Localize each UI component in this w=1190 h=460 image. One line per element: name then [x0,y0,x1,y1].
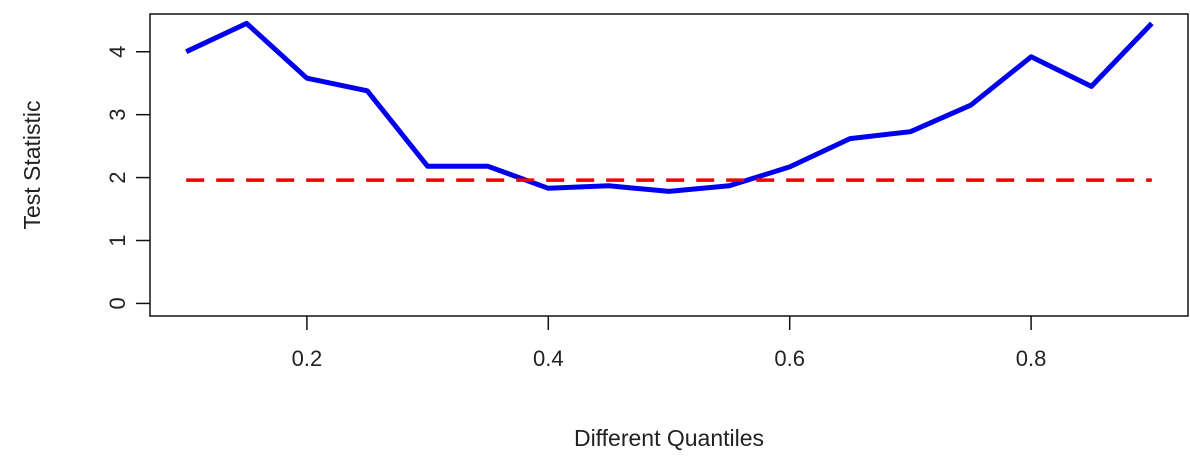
y-axis-label: Test Statistic [19,100,45,229]
x-tick-label: 0.2 [292,346,323,371]
x-tick-label: 0.8 [1016,346,1047,371]
y-tick-label: 4 [105,46,130,58]
x-axis-label: Different Quantiles [574,425,764,451]
x-axis: 0.2 0.4 0.6 0.8 [292,316,1047,371]
y-tick-label: 2 [105,171,130,183]
plot-frame [149,13,1189,317]
x-tick-label: 0.6 [774,346,805,371]
y-tick-label: 0 [105,297,130,309]
y-tick-label: 1 [105,234,130,246]
y-axis: 0 1 2 3 4 [105,46,150,310]
series-layer [185,20,1154,194]
test-statistic-line [185,20,1154,194]
y-tick-label: 3 [105,109,130,121]
x-tick-label: 0.4 [533,346,564,371]
